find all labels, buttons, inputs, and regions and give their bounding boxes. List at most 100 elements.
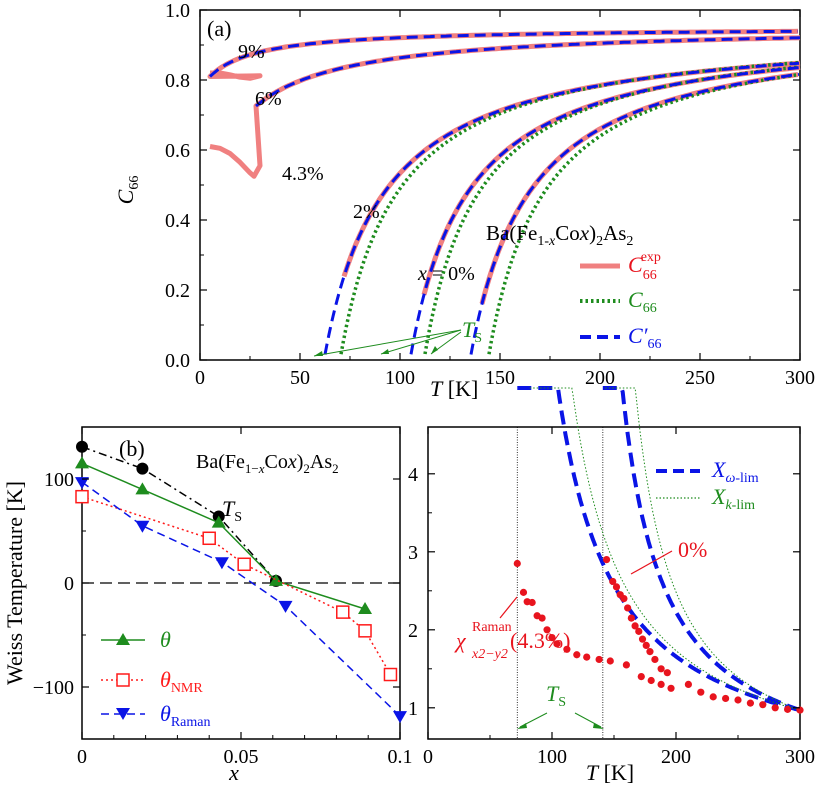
legend-c66-label: C66 — [628, 287, 657, 316]
x-tick-label-a: 50 — [290, 367, 310, 389]
x-tick-label-c: 100 — [537, 746, 567, 768]
raman-data-point — [697, 688, 705, 696]
panel-b: 0 0.05 0.1 100 0 −100 (b) Ba(Fe1−xCox)2As2 TS… — [2, 426, 413, 785]
panel-a-curves — [207, 28, 801, 355]
raman-data-point — [543, 626, 551, 634]
y-tick-label-a: 0.4 — [165, 210, 190, 232]
legend-cprime-label: C′66 — [628, 323, 662, 352]
data-point-circle — [136, 462, 149, 475]
raman-data-point — [513, 559, 521, 568]
legend-xw-label: Xω-lim — [711, 457, 759, 486]
model-curve-0 — [517, 386, 801, 713]
raman-data-point — [657, 680, 665, 689]
y-tick-label-b: 100 — [44, 469, 74, 491]
raman-data-point — [627, 614, 635, 622]
legend-theta-nmr-label: θNMR — [160, 667, 203, 696]
pointer-0pct — [630, 550, 673, 575]
raman-data-point — [519, 588, 528, 596]
y-tick-label-a: 1.0 — [165, 0, 190, 22]
legend-exp-label: C66exp — [628, 250, 661, 283]
raman-data-point — [612, 583, 621, 591]
c66-curve-2 — [339, 60, 800, 355]
raman-data-point — [647, 676, 655, 685]
legend-theta-label: θ — [160, 627, 171, 652]
data-point-square-open — [237, 557, 251, 572]
data-point-triangle-up — [268, 573, 283, 586]
ts-label-b: TS — [222, 496, 242, 525]
model-curve-2 — [529, 387, 801, 711]
raman-data-point — [667, 684, 675, 692]
data-point-triangle-down — [393, 711, 407, 724]
ts-arrow-2 — [380, 329, 462, 355]
c66-prime-curve-0 — [208, 29, 799, 78]
raman-data-point — [573, 651, 581, 659]
raman-data-point — [606, 657, 614, 665]
raman-data-point — [771, 704, 779, 712]
x-tick-label-a: 300 — [785, 367, 815, 389]
x-tick-label-a: 150 — [485, 367, 515, 389]
raman-data-point — [642, 641, 650, 650]
raman-data-point — [624, 604, 632, 612]
c66-prime-curve-3 — [409, 66, 800, 355]
raman-data-point — [684, 680, 693, 689]
y-tick-label-b: 0 — [64, 573, 74, 595]
compound-label-a: Ba(Fe1-xCox)2As2 — [486, 221, 633, 249]
data-point-square-open — [336, 605, 350, 619]
legend-c: Xω-lim Xk-lim — [656, 457, 759, 513]
data-point-triangle-up — [135, 482, 150, 495]
model-curve-1 — [602, 386, 801, 712]
x-tick-label-c: 200 — [661, 746, 691, 768]
y-tick-label-a: 0.8 — [165, 70, 190, 92]
ts-arrowhead-3 — [431, 346, 438, 354]
panel-c: 0 100 200 300 1 2 3 4 T [K] Xω-lim Xk-lim 0% χ … — [408, 386, 815, 785]
legend-theta-nmr-marker — [116, 673, 130, 687]
y-tick-label-c: 2 — [408, 620, 418, 642]
data-point-triangle-down — [214, 557, 229, 570]
raman-data-point — [784, 705, 792, 713]
c66-prime-curve-4 — [469, 72, 800, 355]
raman-data-point — [635, 627, 643, 635]
legend-theta-raman-label: θRaman — [160, 701, 210, 730]
raman-data-point — [563, 645, 571, 653]
compound-label-b: Ba(Fe1−xCox)2As2 — [196, 451, 339, 476]
y-tick-label-a: 0.6 — [165, 140, 190, 162]
y-tick-label-a: 0.0 — [165, 350, 190, 372]
data-point-triangle-up — [358, 602, 373, 614]
pointer-raman — [499, 596, 518, 619]
ts-arrowhead-1 — [314, 351, 323, 356]
raman-data-point — [709, 693, 717, 701]
raman-data-point — [631, 622, 639, 630]
legend-xk-label: Xk-lim — [711, 484, 755, 513]
panel-b-ticks: 0 0.05 0.1 100 0 −100 — [33, 427, 413, 768]
label-6pct: 6% — [255, 88, 282, 110]
y-tick-label-c: 4 — [408, 464, 418, 486]
data-point-circle — [76, 440, 88, 453]
raman-data-point — [528, 598, 536, 607]
ts-label-c: TS — [546, 681, 566, 710]
y-tick-label-c: 3 — [408, 542, 418, 564]
panel-a-ylabel: C66 — [113, 176, 142, 205]
label-4-3pct: 4.3% — [282, 163, 324, 185]
raman-data-point — [538, 614, 546, 622]
ts-annotation-c: TS — [517, 681, 604, 729]
x-tick-label-b: 0.1 — [388, 746, 413, 768]
raman-data-point — [646, 648, 654, 656]
panel-c-xlabel: T [K] — [586, 760, 634, 785]
raman-data-point — [609, 577, 617, 586]
panel-b-plot — [75, 440, 407, 724]
panel-a: 0 50 100 150 200 250 300 0.0 0.2 0.4 0.6 0.8 1.0 (a)… — [113, 0, 815, 401]
ts-arrowhead-c2 — [593, 723, 604, 729]
x-tick-label-c: 300 — [785, 746, 815, 768]
x-tick-label-a: 200 — [585, 367, 615, 389]
panel-b-label: (b) — [119, 436, 145, 461]
data-point-square-open — [75, 489, 89, 504]
raman-data-point — [734, 696, 742, 704]
data-point-square-open — [202, 531, 216, 546]
panel-b-ylabel: Weiss Temperature [K] — [2, 481, 27, 685]
x-tick-label-b: 0 — [77, 746, 87, 768]
raman-data-point — [657, 665, 665, 673]
label-x0pct: x = 0% — [417, 263, 475, 285]
raman-chi: χ — [454, 628, 467, 653]
ts-arrow-1 — [313, 329, 462, 357]
panel-c-plot — [513, 386, 804, 739]
